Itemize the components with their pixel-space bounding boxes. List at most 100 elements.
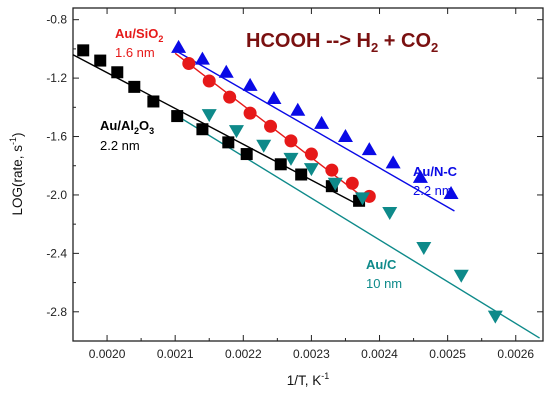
char-au-sio2: i: [145, 26, 149, 41]
data-point: [416, 242, 432, 256]
data-point: [223, 90, 237, 104]
label-au-sio2: Au/SiO2 1.6 nm: [115, 26, 163, 60]
data-point: [295, 168, 308, 181]
data-point: [94, 54, 107, 67]
data-point: [201, 109, 217, 123]
chart-title: HCOOH --> H2 + CO2: [246, 30, 438, 55]
y-tick-label: -2.8: [46, 305, 67, 319]
y-tick-label: -0.8: [46, 13, 67, 27]
data-point: [266, 91, 282, 105]
x-axis-title-text: 1/T, K: [287, 373, 322, 388]
data-point: [242, 77, 258, 91]
char-au-sio2: /: [132, 26, 136, 41]
fit-line: [72, 54, 360, 206]
char-au-sio2: S: [136, 26, 145, 41]
char-au-al2o3: /: [117, 118, 121, 133]
series-name-au-sio2: Au/SiO2: [115, 26, 163, 44]
data-point: [327, 177, 343, 191]
data-point: [345, 176, 359, 190]
x-tick-label: 0.0025: [429, 347, 466, 361]
data-point: [77, 44, 90, 57]
series-size-au-c: 10 nm: [366, 276, 402, 291]
data-point: [290, 102, 306, 116]
data-point: [264, 119, 278, 133]
y-tick-label: -1.6: [46, 130, 67, 144]
data-point: [218, 64, 234, 78]
data-point: [303, 163, 319, 177]
data-point: [284, 134, 298, 148]
series-name-au-al2o3: Au/Al2O3: [100, 118, 154, 136]
data-point: [128, 80, 141, 93]
data-point: [243, 106, 257, 120]
data-point: [325, 163, 339, 177]
series-size-au-nc: 2.2 nm: [413, 183, 453, 198]
x-tick-label: 0.0021: [157, 347, 194, 361]
series-name-au-nc: Au/N-C: [413, 164, 458, 179]
data-point: [182, 57, 196, 70]
data-point: [412, 169, 428, 183]
series-size-au-al2o3: 2.2 nm: [100, 138, 140, 153]
char-au-al2o3: u: [109, 118, 117, 133]
fit-line: [174, 114, 540, 339]
y-tick-label: -1.2: [46, 71, 67, 85]
x-tick-label: 0.0024: [361, 347, 398, 361]
char-au-al2o3: A: [100, 118, 110, 133]
char-au-al2o3: O: [139, 118, 149, 133]
data-point: [194, 51, 210, 65]
y-tick-label: -2.0: [46, 188, 67, 202]
chart-title-sub2: 2: [431, 40, 438, 55]
series-name-au-sio2-text: Au/SiO2: [115, 26, 163, 44]
x-axis-title-sup: -1: [321, 371, 329, 381]
x-tick-label: 0.0023: [293, 347, 330, 361]
data-markers: [77, 39, 503, 324]
x-tick-label: 0.0020: [89, 347, 126, 361]
char-au-al2o3: l: [130, 118, 134, 133]
chart-title-mid: + CO: [378, 30, 431, 52]
data-point: [354, 192, 370, 206]
chart-title-main: HCOOH --> H: [246, 30, 371, 52]
char-au-sio2: A: [115, 26, 125, 41]
data-point: [304, 147, 318, 161]
char-au-al2o3: 2: [134, 126, 139, 136]
fit-lines: [72, 49, 540, 339]
char-au-sio2: u: [124, 26, 132, 41]
char-au-sio2: 2: [158, 34, 163, 44]
data-point: [147, 95, 160, 108]
char-au-sio2: O: [148, 26, 158, 41]
y-axis-title: LOG(rate, s-1): [8, 132, 25, 215]
data-point: [228, 125, 244, 139]
data-point: [171, 110, 184, 123]
data-point: [171, 39, 187, 53]
series-name-au-al2o3-text: Au/Al2O3: [100, 118, 154, 136]
series-size-au-sio2: 1.6 nm: [115, 45, 155, 60]
data-point: [361, 142, 377, 156]
y-axis-title-text: LOG(rate, s: [10, 145, 25, 216]
data-point: [487, 310, 503, 324]
y-axis-title-end: ): [10, 132, 25, 137]
data-point: [222, 136, 235, 149]
x-axis-title: 1/T, K-1: [287, 371, 330, 388]
data-point: [283, 152, 299, 166]
series-name-au-c: Au/C: [366, 257, 397, 272]
data-point: [385, 155, 401, 169]
data-point: [111, 66, 124, 79]
char-au-al2o3: A: [121, 118, 131, 133]
data-point: [314, 115, 330, 129]
axis-ticks: 0.0020 0.0021 0.0022 0.0023 0.0024 0.0025 0.00…: [46, 8, 543, 361]
chart-title-sub1: 2: [371, 40, 378, 55]
x-tick-label: 0.0026: [497, 347, 534, 361]
data-point: [337, 129, 353, 143]
plot-frame: [72, 7, 544, 342]
data-point: [453, 269, 469, 283]
label-au-c: Au/C 10 nm: [366, 257, 402, 291]
data-point: [202, 74, 216, 88]
data-point: [382, 206, 398, 220]
data-point: [196, 123, 209, 136]
data-point: [256, 139, 272, 153]
y-axis-title-sup: -1: [8, 137, 18, 145]
y-tick-label: -2.4: [46, 246, 67, 260]
data-point: [274, 158, 287, 171]
label-au-al2o3: Au/Al2O3 2.2 nm: [100, 118, 154, 153]
data-point: [240, 148, 253, 161]
